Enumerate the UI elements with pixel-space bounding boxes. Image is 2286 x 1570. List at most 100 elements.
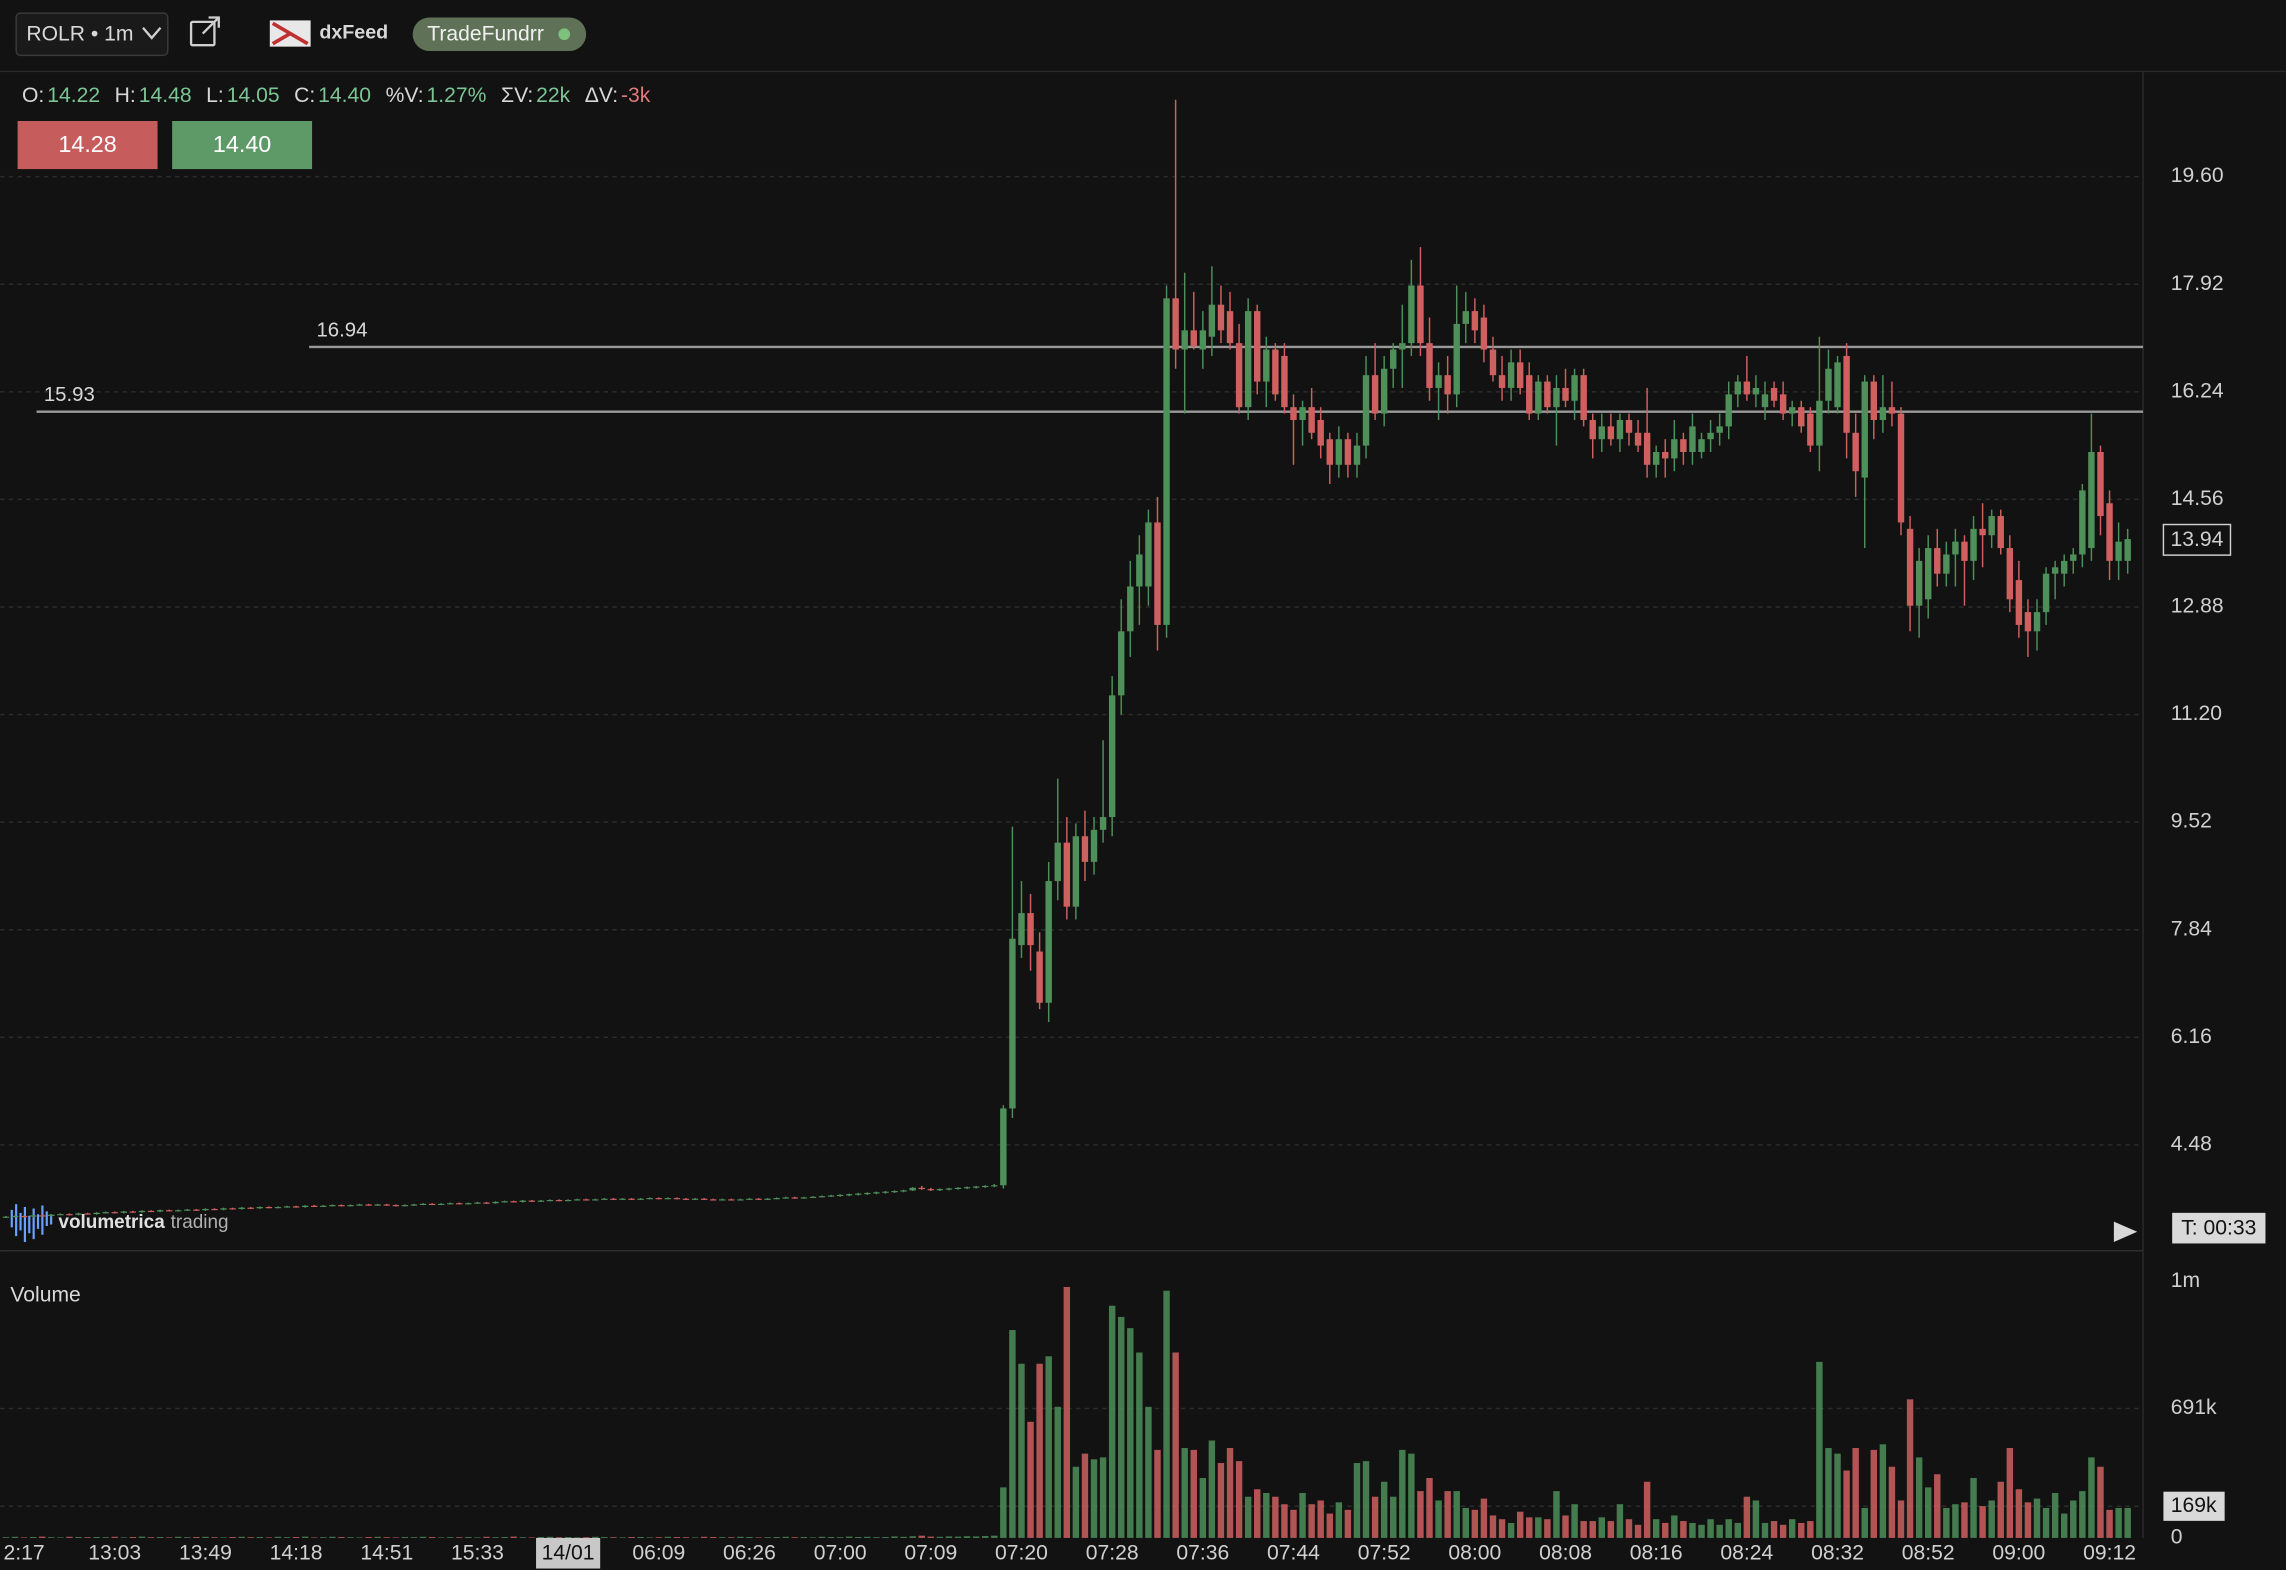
candle-body (1634, 432, 1642, 446)
candle-body (782, 1197, 789, 1199)
volume-bar (900, 1536, 907, 1538)
volume-bar (664, 1536, 672, 1538)
volume-bar (465, 1536, 472, 1538)
volume-bar (1480, 1498, 1488, 1538)
candle-body (374, 1204, 381, 1206)
candle-body (1290, 407, 1297, 420)
volume-bar (1244, 1496, 1252, 1538)
scroll-right-button[interactable] (2113, 1221, 2138, 1243)
volume-bar (1353, 1463, 1361, 1538)
candle-body (1725, 394, 1732, 427)
candle-body (1263, 349, 1270, 382)
candle-body (1843, 355, 1850, 433)
candle-body (311, 1205, 318, 1207)
volume-bar (945, 1536, 953, 1538)
volume-bar (1970, 1477, 1977, 1538)
volume-bar (311, 1537, 318, 1538)
candle-body (1136, 554, 1143, 587)
volume-bar (2024, 1502, 2032, 1538)
volume-bar (1108, 1305, 1116, 1538)
volume-bar (1652, 1519, 1660, 1538)
candle-body (1825, 368, 1832, 401)
candle-body (57, 1214, 64, 1216)
candle-body (1544, 381, 1551, 408)
ohlc-value: 14.40 (318, 84, 371, 107)
sell-button[interactable] (17, 120, 158, 170)
candle-body (1562, 387, 1569, 401)
candle-body (120, 1211, 128, 1213)
volume-bar (619, 1537, 626, 1538)
candle-body (1480, 317, 1488, 350)
chevron (142, 26, 162, 40)
candle-body (773, 1198, 780, 1200)
volume-bar (356, 1537, 363, 1538)
volume-bar (265, 1537, 273, 1538)
candle-body (1743, 381, 1751, 395)
candle-body (1598, 426, 1605, 440)
candle-body (165, 1210, 173, 1212)
volume-bar (283, 1537, 291, 1538)
candle-body (456, 1203, 463, 1205)
volume-bar (537, 1536, 545, 1538)
candle-body (1281, 355, 1288, 408)
volume-bar (1417, 1491, 1424, 1538)
candle-body (682, 1198, 690, 1200)
volume-bar (1743, 1496, 1751, 1538)
volume-bar (1997, 1481, 2004, 1538)
candle-body (329, 1205, 336, 1207)
candle-body (483, 1202, 490, 1204)
candle-body (492, 1201, 499, 1204)
x-tick-label: 08:16 (1630, 1542, 1683, 1565)
volume-bar (1915, 1457, 1923, 1538)
candle-body (1707, 432, 1714, 440)
candle-body (1208, 304, 1216, 337)
volume-title: Volume (10, 1284, 80, 1307)
volume-bar (274, 1536, 282, 1538)
volume-bar (147, 1537, 155, 1538)
candle-body (546, 1199, 554, 1202)
candle-body (1779, 394, 1787, 414)
candle-body (1489, 349, 1497, 376)
account-pill[interactable] (412, 17, 587, 52)
volume-bar (519, 1537, 526, 1538)
candle-body (102, 1212, 109, 1214)
x-tick-label: 08:24 (1720, 1542, 1773, 1565)
volume-bar (93, 1536, 100, 1538)
external-link-icon[interactable] (189, 16, 220, 47)
volume-bar (410, 1537, 418, 1538)
volume-bar (1299, 1492, 1306, 1538)
volume-bar (1716, 1524, 1723, 1538)
ohlc-label: ΣV: (501, 84, 533, 107)
volume-bar (1888, 1466, 1896, 1538)
candle-body (11, 1215, 19, 1218)
volume-bar (1943, 1507, 1950, 1538)
buy-button[interactable] (172, 120, 313, 170)
x-tick-label: 09:00 (1992, 1542, 2045, 1565)
candle-body (1453, 323, 1460, 395)
ohlc-label: L: (206, 84, 224, 107)
volume-bar (2106, 1509, 2113, 1538)
candle-body (2024, 612, 2032, 632)
volume-bar (1934, 1474, 1941, 1538)
candle-body (1924, 548, 1932, 600)
volume-bar (927, 1536, 935, 1538)
volume-bar (1471, 1509, 1479, 1538)
candle-body (728, 1199, 735, 1201)
volume-bar (510, 1536, 517, 1538)
x-tick-label: 08:32 (1811, 1542, 1864, 1565)
candle-body (1335, 439, 1343, 465)
volume-bar (1462, 1507, 1469, 1538)
candle-body (1526, 375, 1533, 414)
volume-bar (864, 1536, 871, 1538)
volume-bar (1217, 1463, 1225, 1538)
y-tick-label: 12.88 (2171, 595, 2224, 618)
ohlc-label: O: (22, 84, 44, 107)
candle-body (1761, 394, 1769, 408)
symbol: ROLR • 1m (26, 23, 133, 46)
volume-bar (1190, 1449, 1197, 1538)
y-tick-label: 7.84 (2171, 917, 2212, 940)
symbol-selector[interactable] (15, 12, 169, 57)
volume-tick-label: 169k (2171, 1494, 2217, 1517)
candle-body (283, 1206, 291, 1208)
candle-body (1299, 407, 1306, 420)
